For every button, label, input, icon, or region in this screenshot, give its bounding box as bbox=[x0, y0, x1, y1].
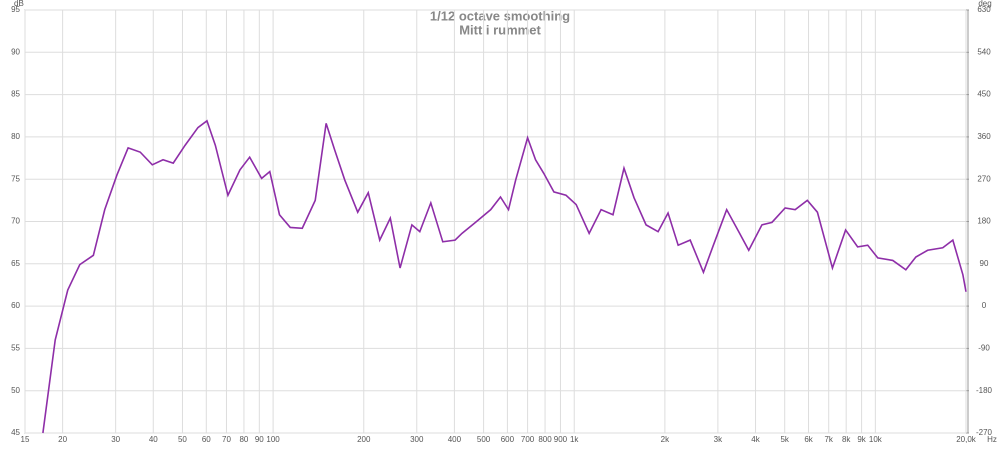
x-tick-label: 900 bbox=[554, 435, 568, 444]
y-tick-label: 45 bbox=[11, 428, 20, 437]
y2-axis-unit: deg bbox=[978, 0, 991, 8]
x-tick-label: 80 bbox=[239, 435, 248, 444]
x-tick-label: 6k bbox=[804, 435, 813, 444]
chart-subtitle: Mitt i rummet bbox=[459, 22, 541, 37]
x-tick-label: 5k bbox=[780, 435, 789, 444]
x-tick-label: 300 bbox=[410, 435, 424, 444]
x-tick-label: 200 bbox=[357, 435, 371, 444]
x-tick-label: 400 bbox=[448, 435, 462, 444]
y-axis-unit: dB bbox=[14, 0, 24, 8]
x-axis-unit: Hz bbox=[987, 435, 997, 444]
line-series bbox=[42, 119, 967, 434]
y-tick-label: 50 bbox=[11, 386, 20, 395]
x-tick-label: 10k bbox=[869, 435, 883, 444]
y-tick-label: 85 bbox=[11, 90, 20, 99]
y-tick-label: 95 bbox=[11, 5, 20, 14]
y-tick-label: 60 bbox=[11, 301, 20, 310]
x-tick-label: 3k bbox=[714, 435, 723, 444]
y2-tick-label: 630 bbox=[977, 5, 991, 14]
x-tick-label: 30 bbox=[111, 435, 120, 444]
x-tick-label: 40 bbox=[149, 435, 158, 444]
y-tick-label: 90 bbox=[11, 47, 20, 56]
y2-tick-label: 90 bbox=[980, 259, 989, 268]
x-tick-label: 60 bbox=[202, 435, 211, 444]
y2-tick-label: 270 bbox=[977, 174, 991, 183]
y-tick-label: 55 bbox=[11, 344, 20, 353]
x-tick-label: 8k bbox=[842, 435, 851, 444]
chart-title: 1/12 octave smoothing bbox=[430, 8, 570, 23]
x-tick-label: 4k bbox=[751, 435, 760, 444]
x-tick-label: 600 bbox=[501, 435, 515, 444]
x-tick-label: 15 bbox=[21, 435, 30, 444]
x-tick-label: 2k bbox=[661, 435, 670, 444]
y2-tick-label: 360 bbox=[977, 132, 991, 141]
x-tick-label: 700 bbox=[521, 435, 535, 444]
x-tick-label: 9k bbox=[857, 435, 866, 444]
x-tick-label: 7k bbox=[824, 435, 833, 444]
y2-tick-label: -90 bbox=[978, 344, 990, 353]
y-tick-label: 80 bbox=[11, 132, 20, 141]
y-tick-label: 70 bbox=[11, 217, 20, 226]
y2-tick-label: 450 bbox=[977, 90, 991, 99]
y2-tick-label: 540 bbox=[977, 47, 991, 56]
y-tick-label: 75 bbox=[11, 174, 20, 183]
x-tick-label: 90 bbox=[255, 435, 264, 444]
x-tick-label: 70 bbox=[222, 435, 231, 444]
x-tick-label: 50 bbox=[178, 435, 187, 444]
x-tick-label: 1k bbox=[570, 435, 579, 444]
x-tick-label: 20,0k bbox=[956, 435, 977, 444]
y-tick-label: 65 bbox=[11, 259, 20, 268]
x-tick-label: 800 bbox=[538, 435, 552, 444]
x-tick-label: 20 bbox=[58, 435, 67, 444]
y2-tick-label: -270 bbox=[976, 428, 993, 437]
y2-tick-label: 0 bbox=[982, 301, 987, 310]
x-tick-label: 500 bbox=[477, 435, 491, 444]
y2-tick-label: 180 bbox=[977, 217, 991, 226]
x-tick-label: 100 bbox=[266, 435, 280, 444]
y2-tick-label: -180 bbox=[976, 386, 993, 395]
